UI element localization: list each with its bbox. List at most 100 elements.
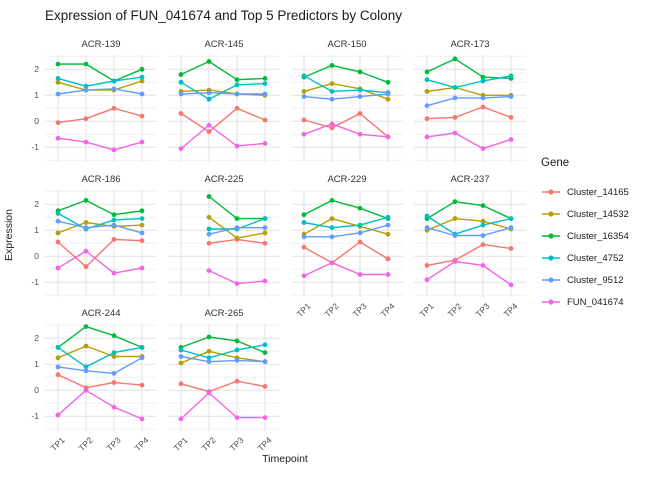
data-point	[329, 216, 335, 221]
y-tick-label: -1	[31, 141, 39, 152]
facet-panel-ACR-225	[168, 190, 280, 297]
data-point	[111, 350, 117, 355]
series-line-Cluster_4752	[180, 344, 266, 359]
series-FUN_041674	[424, 259, 514, 288]
y-tick-label: 2	[34, 332, 39, 343]
legend-key-point	[548, 277, 554, 283]
data-point	[55, 211, 61, 216]
data-point	[83, 139, 89, 145]
series-FUN_041674	[178, 122, 268, 151]
data-point	[452, 85, 458, 90]
legend-entry-Cluster_14165: Cluster_14165	[541, 181, 629, 203]
data-point	[424, 263, 430, 268]
legend-entry-FUN_041674: FUN_041674	[541, 291, 629, 313]
data-point	[234, 358, 240, 363]
data-point	[234, 281, 240, 286]
gridlines	[414, 55, 526, 162]
series-line-FUN_041674	[180, 124, 266, 150]
data-point	[111, 354, 117, 359]
data-point	[424, 89, 430, 94]
series-line-Cluster_9512	[180, 355, 266, 363]
data-point	[301, 73, 307, 79]
series-line-Cluster_14165	[57, 374, 143, 389]
series-Cluster_4752	[178, 79, 268, 102]
facet-panel-ACR-265	[168, 324, 280, 431]
data-point	[357, 239, 363, 245]
data-point	[139, 230, 145, 236]
data-point	[178, 111, 184, 116]
data-point	[111, 404, 117, 410]
data-point	[178, 91, 184, 97]
legend-key-point	[548, 299, 554, 305]
series-line-Cluster_14165	[180, 107, 266, 133]
series-Cluster_9512	[424, 225, 514, 238]
data-point	[262, 225, 268, 231]
legend-key-Cluster_14165	[542, 189, 560, 195]
series-line-Cluster_9512	[180, 92, 266, 95]
data-point	[329, 81, 335, 86]
data-point	[111, 380, 117, 385]
data-point	[452, 233, 458, 238]
series-line-Cluster_14532	[426, 86, 512, 96]
series-line-Cluster_16354	[180, 336, 266, 354]
data-point	[55, 91, 61, 97]
legend: Gene Cluster_14165 Cluster_14532 Cluster_1…	[541, 157, 629, 313]
series-Cluster_4752	[301, 214, 391, 231]
gridlines	[414, 190, 526, 297]
data-point	[385, 96, 391, 102]
facet-panel-ACR-186	[45, 190, 157, 297]
y-tick-label: 0	[34, 250, 39, 261]
series-line-Cluster_9512	[426, 227, 512, 237]
gridlines	[291, 190, 403, 297]
data-point	[111, 78, 117, 84]
data-point	[206, 231, 212, 237]
series-FUN_041674	[55, 248, 145, 276]
data-point	[234, 225, 240, 231]
data-point	[55, 355, 61, 361]
series-Cluster_4752	[178, 342, 268, 361]
data-point	[508, 115, 514, 120]
x-tick-label: TP2	[76, 435, 96, 454]
data-point	[234, 415, 240, 420]
series-Cluster_9512	[55, 86, 145, 97]
data-point	[206, 129, 212, 135]
series-FUN_041674	[178, 390, 268, 422]
data-point	[301, 220, 307, 225]
data-point	[83, 116, 89, 122]
series-line-Cluster_9512	[57, 220, 143, 234]
data-point	[83, 220, 89, 225]
legend-key-Cluster_14532	[542, 211, 560, 217]
series-line-Cluster_14532	[303, 217, 389, 235]
data-point	[508, 137, 514, 142]
data-point	[83, 248, 89, 254]
series-Cluster_4752	[55, 74, 145, 89]
series-Cluster_14532	[206, 214, 268, 241]
x-tick-label: TP2	[445, 301, 465, 320]
data-point	[55, 120, 61, 125]
data-point	[480, 263, 486, 268]
series-line-Cluster_14165	[426, 106, 512, 120]
series-Cluster_14532	[301, 81, 391, 102]
y-tick-label: 2	[34, 63, 39, 74]
gridlines	[291, 55, 403, 162]
data-point	[111, 105, 117, 111]
data-point	[206, 214, 212, 220]
data-point	[452, 199, 458, 205]
series-line-Cluster_4752	[180, 81, 266, 100]
data-point	[111, 371, 117, 376]
data-point	[139, 216, 145, 221]
series-line-Cluster_16354	[57, 199, 143, 216]
facet-strip-label: ACR-237	[450, 174, 490, 185]
data-point	[178, 381, 184, 387]
facet-panel-ACR-145	[168, 55, 280, 162]
series-FUN_041674	[301, 260, 391, 279]
data-point	[329, 234, 335, 240]
data-point	[301, 234, 307, 240]
data-point	[83, 87, 89, 93]
series-line-Cluster_14165	[180, 380, 266, 393]
series-Cluster_14165	[178, 378, 268, 394]
legend-label: Cluster_14532	[567, 208, 629, 220]
series-line-Cluster_9512	[303, 93, 389, 100]
data-point	[83, 364, 89, 370]
data-point	[262, 230, 268, 236]
